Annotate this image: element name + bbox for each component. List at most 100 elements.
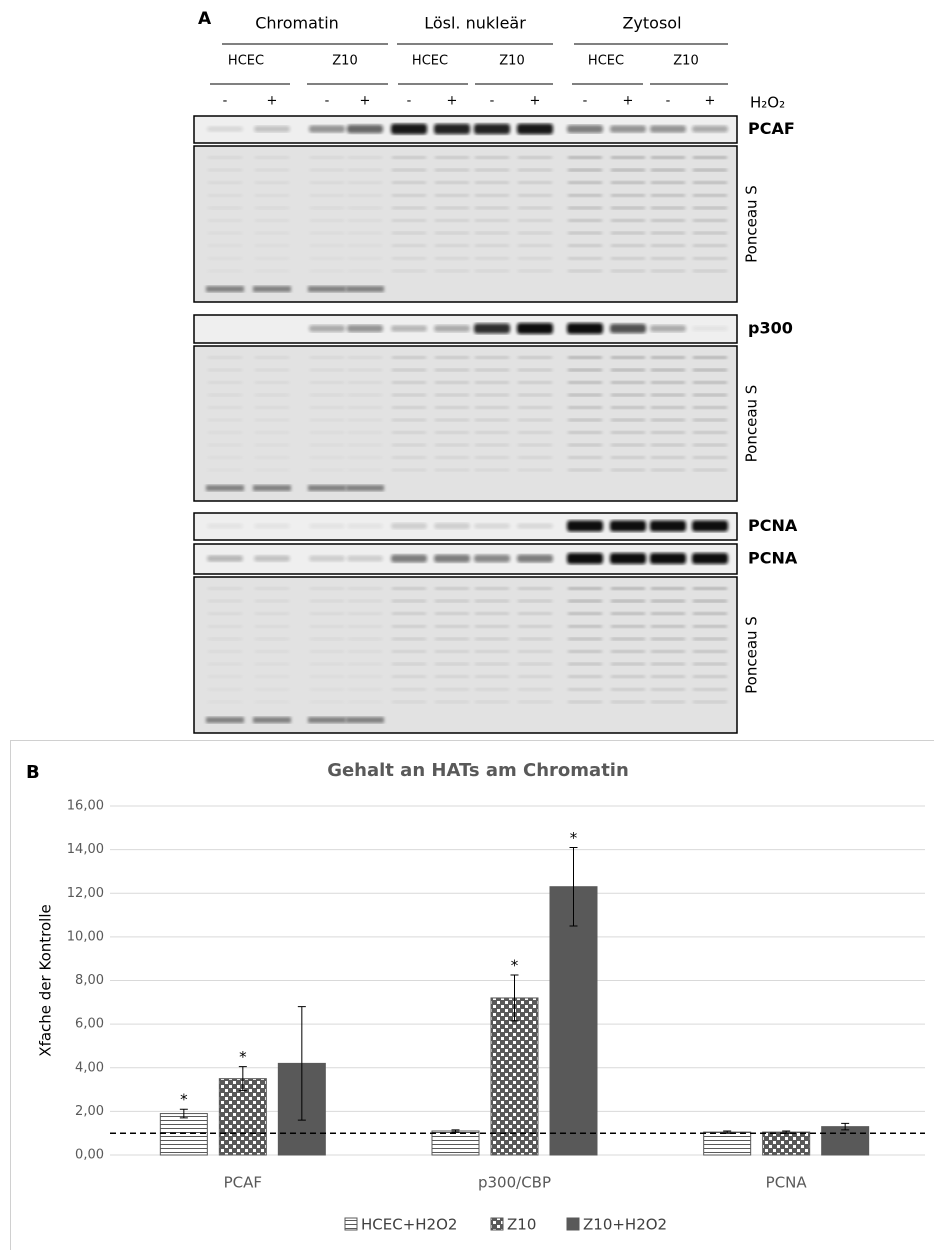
ponceau-band: [693, 624, 727, 628]
blot-label: Ponceau S: [743, 185, 761, 263]
band: [434, 123, 470, 135]
ponceau-band: [568, 431, 602, 434]
ponceau-band: [435, 599, 469, 603]
ponceau-band: [348, 443, 382, 447]
y-tick-label: 16,00: [67, 799, 104, 814]
ponceau-band: [435, 443, 469, 447]
ponceau-band: [435, 206, 469, 210]
ponceau-band: [611, 468, 645, 472]
ponceau-band: [308, 485, 346, 491]
ponceau-band: [310, 599, 344, 603]
ponceau-band: [310, 687, 344, 691]
band: [692, 520, 728, 532]
band: [391, 523, 427, 529]
lane-label: +: [360, 94, 371, 109]
ponceau-band: [435, 650, 469, 653]
ponceau-band: [435, 675, 469, 679]
ponceau-band: [208, 675, 242, 679]
ponceau-band: [208, 256, 242, 260]
ponceau-band: [518, 381, 552, 384]
ponceau-band: [348, 193, 382, 197]
ponceau-band: [255, 587, 289, 590]
ponceau-band: [208, 156, 242, 159]
ponceau-band: [255, 219, 289, 222]
ponceau-band: [475, 687, 509, 691]
ponceau-band: [435, 244, 469, 248]
ponceau-band: [518, 269, 552, 273]
ponceau-band: [435, 356, 469, 359]
ponceau-band: [475, 156, 509, 159]
band: [254, 125, 290, 133]
ponceau-band: [651, 612, 685, 616]
band: [434, 325, 470, 332]
ponceau-band: [310, 219, 344, 222]
ponceau-band: [255, 662, 289, 666]
ponceau-band: [348, 650, 382, 653]
ponceau-band: [392, 356, 426, 359]
ponceau-band: [651, 168, 685, 172]
ponceau-band: [348, 587, 382, 590]
ponceau-band: [651, 206, 685, 210]
ponceau-band: [392, 393, 426, 397]
ponceau-band: [310, 587, 344, 590]
blot: [193, 314, 738, 344]
ponceau-band: [310, 206, 344, 210]
ponceau-band: [693, 181, 727, 185]
ponceau-band: [255, 443, 289, 447]
significance-marker: *: [239, 1048, 247, 1066]
ponceau-band: [651, 587, 685, 590]
ponceau-band: [310, 418, 344, 422]
ponceau-band: [568, 637, 602, 641]
significance-marker: *: [511, 957, 519, 975]
ponceau-band: [310, 256, 344, 260]
ponceau-band: [208, 456, 242, 459]
band: [309, 523, 345, 529]
ponceau-band: [518, 406, 552, 409]
ponceau-band: [255, 624, 289, 628]
band: [474, 323, 510, 334]
ponceau-band: [348, 418, 382, 422]
ponceau-band: [568, 612, 602, 616]
ponceau-band: [651, 650, 685, 653]
ponceau-band: [568, 193, 602, 197]
ponceau-band: [392, 599, 426, 603]
ponceau-band: [392, 662, 426, 666]
ponceau-band: [693, 612, 727, 616]
ponceau-band: [310, 406, 344, 409]
ponceau-band: [611, 418, 645, 422]
ponceau-band: [568, 675, 602, 679]
ponceau-band: [348, 356, 382, 359]
ponceau-band: [518, 599, 552, 603]
y-tick-label: 12,00: [67, 886, 104, 901]
ponceau-band: [568, 356, 602, 359]
subgroup-label: HCEC: [412, 54, 448, 69]
ponceau-band: [693, 381, 727, 384]
ponceau-band: [693, 356, 727, 359]
ponceau-band: [255, 168, 289, 172]
ponceau-band: [693, 599, 727, 603]
ponceau-band: [310, 624, 344, 628]
ponceau-band: [255, 431, 289, 434]
ponceau-band: [651, 393, 685, 397]
ponceau-band: [255, 612, 289, 616]
ponceau-band: [568, 156, 602, 159]
lane-label: +: [623, 94, 634, 109]
ponceau-band: [392, 687, 426, 691]
ponceau-band: [348, 599, 382, 603]
band: [610, 520, 646, 532]
ponceau-band: [611, 662, 645, 666]
ponceau-band: [518, 587, 552, 590]
ponceau-band: [475, 624, 509, 628]
ponceau-band: [568, 650, 602, 653]
ponceau-band: [435, 637, 469, 641]
ponceau-band: [651, 406, 685, 409]
band: [517, 554, 553, 563]
ponceau-band: [253, 717, 291, 723]
ponceau-band: [435, 368, 469, 372]
ponceau-band: [435, 624, 469, 628]
ponceau-band: [255, 256, 289, 260]
ponceau-band: [392, 193, 426, 197]
ponceau-band: [310, 168, 344, 172]
ponceau-band: [693, 650, 727, 653]
band: [567, 323, 603, 334]
